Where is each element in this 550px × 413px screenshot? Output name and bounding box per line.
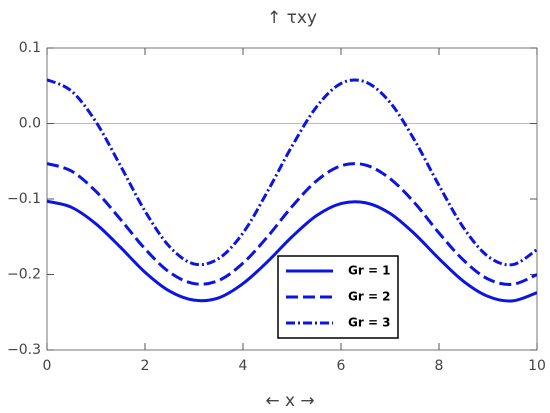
x-tick-label: 8 bbox=[435, 358, 444, 374]
x-tick-label: 0 bbox=[43, 358, 52, 374]
legend-label: Gr = 1 bbox=[348, 264, 391, 278]
series-line bbox=[47, 162, 537, 286]
y-tick-label: −0.1 bbox=[7, 191, 41, 207]
series-line bbox=[47, 78, 537, 267]
y-tick-label: −0.2 bbox=[7, 267, 41, 283]
chart-title: ↑ τxy bbox=[267, 8, 317, 28]
legend-label: Gr = 3 bbox=[348, 316, 391, 330]
x-tick-label: 10 bbox=[528, 358, 546, 374]
x-tick-label: 4 bbox=[239, 358, 248, 374]
y-tick-label: 0.0 bbox=[19, 116, 41, 132]
y-tick-label: −0.3 bbox=[7, 342, 41, 358]
y-tick-label: 0.1 bbox=[19, 40, 41, 56]
series-line bbox=[47, 199, 537, 303]
x-axis-label: ← x → bbox=[265, 391, 314, 411]
x-tick-label: 6 bbox=[337, 358, 346, 374]
x-tick-label: 2 bbox=[141, 358, 150, 374]
legend-label: Gr = 2 bbox=[348, 290, 391, 304]
